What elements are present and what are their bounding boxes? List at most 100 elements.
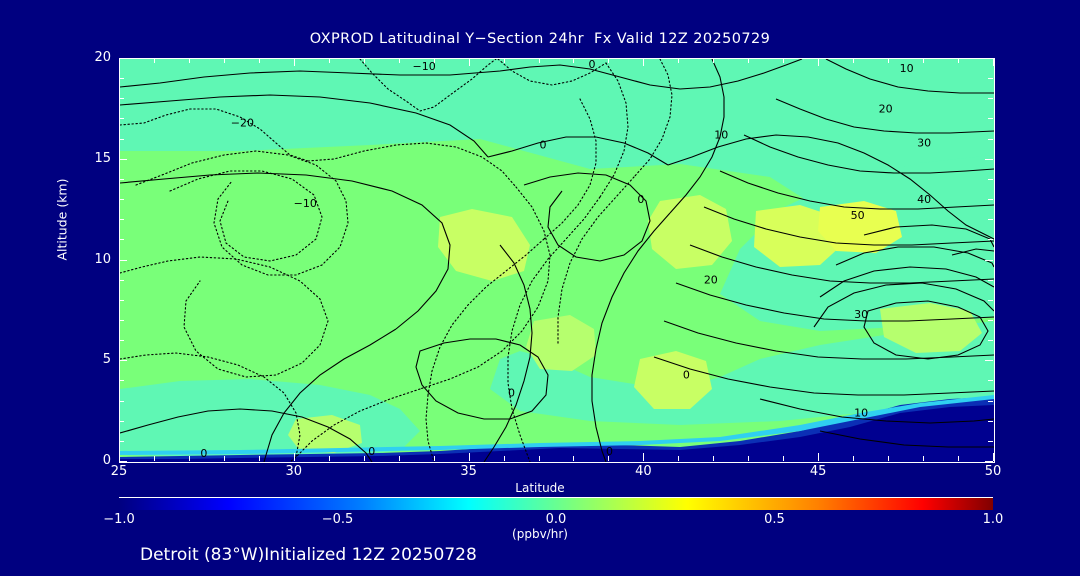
y-tick-label: 20: [94, 50, 111, 65]
x-tick-mark: [398, 456, 400, 461]
y-tick-mark: [119, 138, 124, 140]
y-tick-mark: [119, 259, 127, 261]
x-tick-mark: [328, 58, 330, 63]
y-tick-mark: [119, 420, 124, 422]
contour-label: 20: [704, 274, 718, 287]
x-tick-mark: [783, 58, 785, 63]
x-tick-mark: [188, 58, 190, 63]
y-tick-mark: [119, 440, 124, 442]
x-tick-mark: [643, 58, 645, 66]
x-tick-mark: [678, 456, 680, 461]
y-tick-label: 15: [94, 150, 111, 166]
shade-yellowgreen-mid: [634, 351, 712, 409]
y-tick-mark: [988, 440, 993, 442]
colorbar-units-label: (ppbv/hr): [512, 527, 568, 541]
shade-yellowgreen-midleft: [526, 315, 596, 371]
y-tick-mark: [985, 58, 993, 59]
contour-label: 30: [854, 308, 868, 321]
x-tick-mark: [119, 58, 120, 66]
y-tick-mark: [985, 360, 993, 362]
y-tick-label: 10: [94, 251, 111, 267]
y-tick-mark: [119, 380, 124, 382]
x-tick-mark: [643, 453, 645, 461]
colorbar-tick-label: −1.0: [103, 512, 135, 527]
y-tick-label: 0: [102, 453, 111, 468]
y-tick-mark: [119, 199, 124, 201]
x-tick-mark: [153, 456, 155, 461]
y-tick-mark: [119, 158, 127, 160]
contour-label: 0: [540, 139, 547, 152]
y-tick-mark: [119, 340, 124, 342]
colorbar-gradient: [119, 497, 993, 510]
x-tick-label: 25: [110, 464, 128, 479]
x-tick-label: 30: [285, 464, 303, 479]
y-tick-mark: [119, 360, 127, 362]
x-tick-mark: [328, 456, 330, 461]
y-tick-mark: [985, 158, 993, 160]
shade-surface-cyan-edge: [120, 395, 994, 455]
contour-label: 20: [879, 102, 893, 115]
contour-label: −10: [413, 60, 436, 73]
x-tick-mark: [923, 456, 925, 461]
x-tick-mark: [993, 453, 994, 461]
y-tick-mark: [988, 98, 993, 100]
x-tick-mark: [258, 456, 260, 461]
x-tick-mark: [363, 456, 365, 461]
y-tick-mark: [119, 319, 124, 321]
x-tick-mark: [293, 453, 295, 461]
x-tick-mark: [468, 58, 470, 66]
y-tick-mark: [988, 380, 993, 382]
y-tick-mark: [988, 178, 993, 180]
y-tick-mark: [985, 461, 993, 462]
shade-yellowgreen-right: [880, 303, 982, 353]
x-tick-mark: [608, 58, 610, 63]
x-tick-mark: [853, 456, 855, 461]
x-tick-mark: [538, 58, 540, 63]
colorbar-tick-label: 1.0: [982, 512, 1004, 527]
contour-label: −20: [231, 116, 254, 129]
contour-label: 10: [854, 407, 868, 420]
shade-yellowgreen-left: [438, 209, 530, 281]
y-tick-mark: [988, 138, 993, 140]
contour-labels: −10−10−20−20−10−100000001010101020203030…: [200, 59, 931, 460]
x-tick-mark: [398, 58, 400, 63]
x-tick-mark: [993, 58, 994, 66]
y-tick-mark: [119, 279, 124, 281]
shade-teal-lower: [490, 321, 994, 425]
y-tick-mark: [119, 58, 127, 59]
shade-surface-deep: [120, 405, 994, 462]
x-tick-mark: [748, 58, 750, 63]
x-tick-mark: [223, 58, 225, 63]
x-tick-mark: [678, 58, 680, 63]
x-tick-mark: [853, 58, 855, 63]
x-tick-mark: [293, 58, 295, 66]
x-tick-mark: [748, 456, 750, 461]
y-axis-title: Altitude (km): [54, 178, 70, 261]
y-tick-mark: [119, 78, 124, 80]
footer-label: Detroit (83°W)Initialized 12Z 20250728: [140, 545, 477, 565]
x-tick-mark: [188, 456, 190, 461]
chart-title: OXPROD Latitudinal Y−Section 24hr Fx Val…: [309, 31, 771, 47]
y-tick-mark: [988, 118, 993, 120]
contour-label: 0: [588, 59, 595, 71]
y-tick-mark: [988, 199, 993, 201]
x-tick-mark: [783, 456, 785, 461]
contour-label: 10: [714, 129, 728, 142]
x-tick-mark: [608, 456, 610, 461]
y-tick-mark: [119, 461, 127, 462]
colorbar-tick-label: 0.0: [545, 512, 567, 527]
y-tick-mark: [988, 319, 993, 321]
contour-label: 0: [606, 445, 613, 458]
colorbar-tick-label: −0.5: [321, 512, 354, 527]
contour-label: 50: [851, 209, 865, 222]
x-tick-mark: [958, 456, 960, 461]
x-tick-mark: [713, 456, 715, 461]
x-tick-mark: [958, 58, 960, 63]
y-tick-mark: [119, 239, 124, 241]
colorbar: [119, 497, 993, 510]
x-tick-mark: [573, 456, 575, 461]
x-tick-mark: [713, 58, 715, 63]
x-tick-label: 40: [635, 464, 652, 479]
x-tick-mark: [258, 58, 260, 63]
